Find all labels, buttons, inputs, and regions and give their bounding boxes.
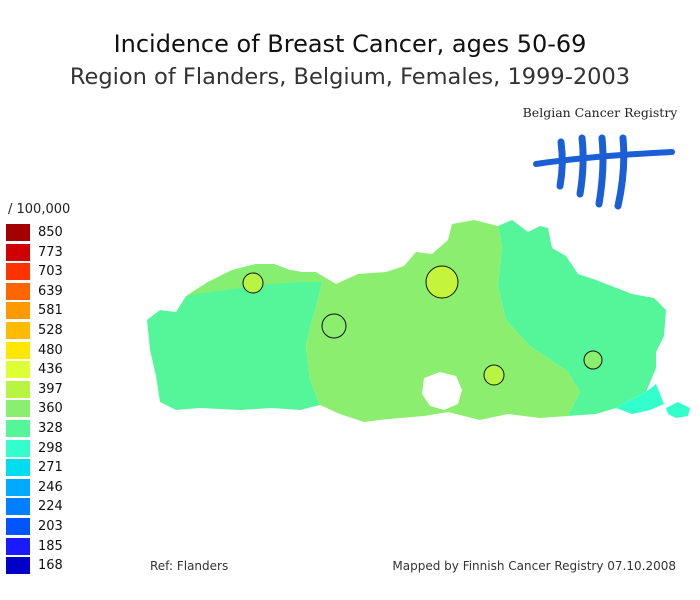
legend-item: 773 xyxy=(6,243,86,264)
logo-text: Belgian Cancer Registry xyxy=(522,105,678,120)
reference-note: Ref: Flanders xyxy=(150,559,229,573)
legend-label: 246 xyxy=(38,479,63,495)
legend-label: 185 xyxy=(38,538,63,554)
legend-label: 168 xyxy=(38,558,63,574)
legend-item: 480 xyxy=(6,341,86,362)
city-marker-ghent-area xyxy=(321,313,347,339)
legend-item: 185 xyxy=(6,537,86,558)
legend-swatch xyxy=(6,361,30,379)
legend-item: 360 xyxy=(6,400,86,420)
legend-swatch xyxy=(6,478,30,496)
tally-cross xyxy=(533,149,675,167)
legend-item: 581 xyxy=(6,302,86,322)
legend-swatch xyxy=(6,459,30,477)
city-marker-bruges-area xyxy=(242,272,264,294)
legend-item: 436 xyxy=(6,361,86,381)
legend-label: 480 xyxy=(38,342,63,358)
legend-swatch xyxy=(6,341,30,359)
legend-swatch xyxy=(6,498,30,516)
legend-item: 703 xyxy=(6,263,86,283)
legend-swatch xyxy=(6,282,30,300)
legend-swatch xyxy=(6,380,30,398)
tally-marks-icon xyxy=(533,134,675,210)
map-region-exclave xyxy=(666,402,690,418)
legend-item: 168 xyxy=(6,557,86,577)
legend-label: 581 xyxy=(38,303,63,319)
map-title: Incidence of Breast Cancer, ages 50-69 xyxy=(113,30,587,58)
credit-note: Mapped by Finnish Cancer Registry 07.10.… xyxy=(392,559,676,573)
legend-label: 271 xyxy=(38,460,63,476)
legend-swatch xyxy=(6,263,30,281)
legend-swatch xyxy=(6,243,30,261)
legend-item: 271 xyxy=(6,459,86,479)
map-region-east xyxy=(498,220,666,416)
legend-label: 703 xyxy=(38,264,63,280)
map-region-central xyxy=(306,220,580,422)
legend-label: 328 xyxy=(38,421,63,436)
legend-swatch xyxy=(6,537,30,555)
legend-label: 436 xyxy=(38,362,63,378)
map-region-west xyxy=(147,264,322,410)
legend-unit-label: / 100,000 xyxy=(8,202,71,217)
legend-item: 397 xyxy=(6,380,86,401)
tally-stroke-1 xyxy=(556,138,566,190)
legend-label: 639 xyxy=(38,283,63,299)
legend-item: 850 xyxy=(6,224,86,244)
legend-swatch xyxy=(6,518,30,535)
legend-label: 360 xyxy=(38,401,63,417)
legend-label: 773 xyxy=(38,244,63,260)
legend-swatch xyxy=(6,322,30,339)
tally-stroke-4 xyxy=(614,134,628,210)
legend-item: 224 xyxy=(6,498,86,518)
legend-label: 528 xyxy=(38,323,63,338)
tally-stroke-3 xyxy=(595,134,607,208)
city-marker-hasselt-area xyxy=(583,350,603,370)
registry-logo: Belgian Cancer Registry xyxy=(520,100,680,212)
legend-label: 298 xyxy=(38,440,63,456)
legend-swatch xyxy=(6,420,30,437)
legend-swatch xyxy=(6,400,30,418)
legend-label: 224 xyxy=(38,499,63,515)
legend-swatch xyxy=(6,439,30,457)
brussels-hole xyxy=(422,372,462,410)
legend-label: 397 xyxy=(38,381,63,397)
map-subtitle: Region of Flanders, Belgium, Females, 19… xyxy=(69,64,631,90)
legend-item: 528 xyxy=(6,322,86,342)
legend-swatch xyxy=(6,224,30,241)
map-region-edge xyxy=(616,384,664,414)
legend-label: 850 xyxy=(38,225,63,240)
city-marker-antwerp-area xyxy=(425,265,459,299)
legend-label: 203 xyxy=(38,519,63,534)
legend-item: 639 xyxy=(6,282,86,303)
legend-item: 298 xyxy=(6,439,86,460)
legend-swatch xyxy=(6,302,30,320)
legend-item: 246 xyxy=(6,478,86,499)
legend-item: 328 xyxy=(6,420,86,440)
legend-item: 203 xyxy=(6,518,86,538)
legend-swatch xyxy=(6,557,30,575)
tally-stroke-2 xyxy=(576,134,587,198)
city-marker-leuven-area xyxy=(483,364,505,386)
